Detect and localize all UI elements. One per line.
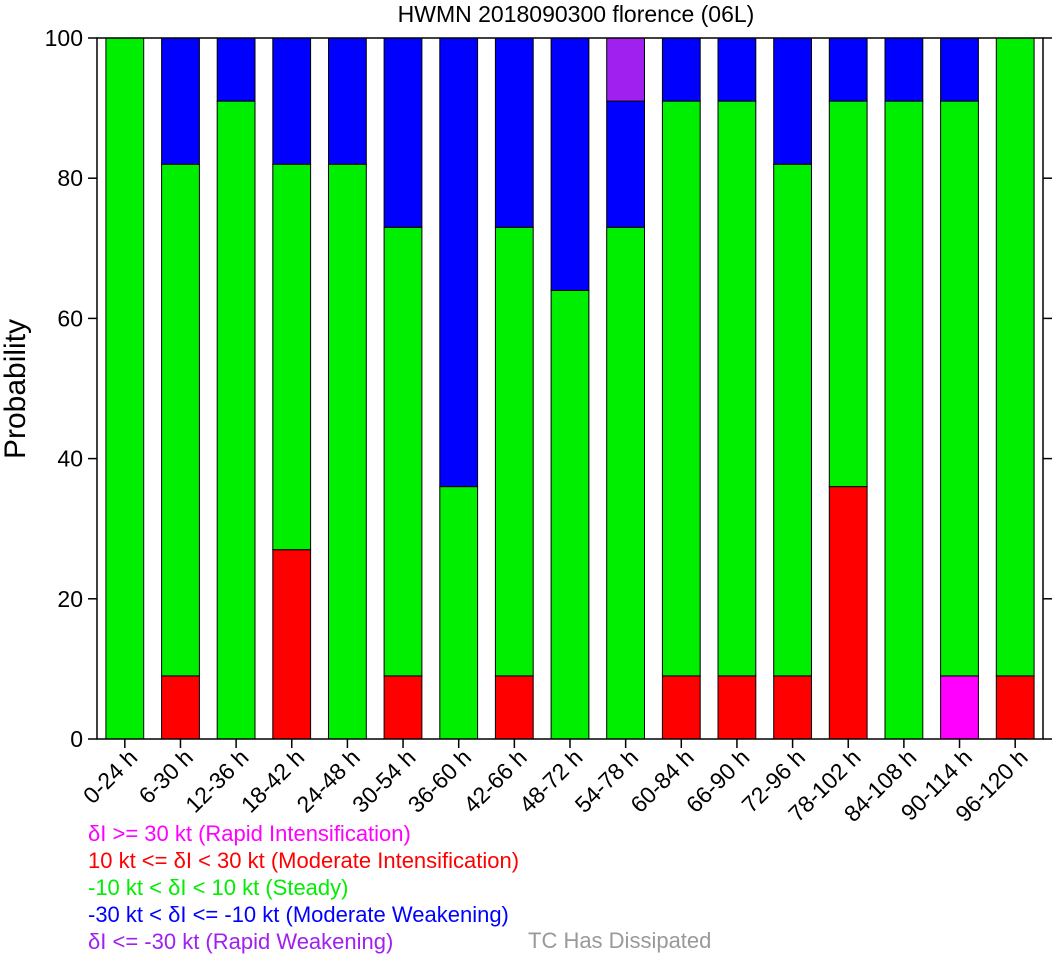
y-tick-label: 20: [57, 586, 83, 612]
bar-steady-2: [216, 100, 256, 740]
bar-mw-14: [884, 37, 924, 102]
bar-mw-11: [717, 37, 757, 102]
bar-steady-1: [161, 163, 200, 677]
y-axis-label: Probability: [0, 319, 32, 459]
x-tick-label: 0-24 h: [78, 744, 143, 809]
bar-mi-5: [383, 675, 423, 740]
legend-item-dissipated: TC Has Dissipated: [528, 928, 712, 953]
bar-mi-11: [717, 675, 757, 740]
bars-group: [105, 37, 1035, 740]
bar-steady-4: [328, 163, 367, 740]
bar-mw-9: [606, 100, 646, 228]
bar-mw-13: [828, 37, 868, 102]
legend-item-moderate-intensification: 10 kt <= δI < 30 kt (Moderate Intensific…: [88, 848, 520, 873]
bar-steady-16: [995, 37, 1035, 677]
legend-item-rapid-intensification: δI >= 30 kt (Rapid Intensification): [88, 821, 411, 846]
bar-mw-2: [216, 37, 256, 102]
bar-mi-13: [828, 486, 868, 740]
bar-mw-10: [661, 37, 701, 102]
bar-steady-15: [940, 100, 979, 677]
bar-steady-9: [606, 226, 646, 740]
bar-mi-3: [272, 549, 312, 740]
bar-steady-12: [773, 163, 813, 677]
bar-steady-6: [439, 486, 479, 740]
legend-item-steady: -10 kt < δI < 10 kt (Steady): [88, 875, 349, 900]
y-axis: 0 20 40 60 80 100: [45, 25, 1052, 752]
bar-mi-12: [773, 675, 813, 740]
bar-steady-8: [550, 289, 590, 740]
bar-mw-3: [272, 37, 312, 165]
bar-mw-1: [161, 37, 200, 165]
y-tick-label: 60: [57, 305, 83, 331]
bar-mw-8: [550, 37, 590, 291]
bar-steady-0: [105, 37, 145, 740]
bar-steady-14: [884, 100, 924, 740]
y-tick-label: 100: [45, 25, 83, 51]
bar-mi-16: [995, 675, 1035, 740]
x-axis: 0-24 h6-30 h12-36 h18-42 h24-48 h30-54 h…: [78, 739, 1033, 827]
bar-mw-4: [328, 37, 367, 165]
bar-mw-15: [940, 37, 979, 102]
bar-rw-9: [606, 37, 646, 102]
y-tick-label: 0: [70, 726, 83, 752]
bar-steady-5: [383, 226, 423, 677]
y-tick-label: 40: [57, 446, 83, 472]
legend-item-rapid-weakening: δI <= -30 kt (Rapid Weakening): [88, 929, 394, 954]
legend-item-moderate-weakening: -30 kt < δI <= -10 kt (Moderate Weakenin…: [88, 902, 509, 927]
bar-mw-6: [439, 37, 479, 488]
bar-steady-7: [494, 226, 534, 677]
bar-mw-7: [494, 37, 534, 228]
bar-mw-5: [383, 37, 423, 228]
bar-mi-10: [661, 675, 701, 740]
bar-mw-12: [773, 37, 813, 165]
bar-steady-11: [717, 100, 757, 677]
bar-steady-10: [661, 100, 701, 677]
y-tick-label: 80: [57, 165, 83, 191]
bar-mi-7: [494, 675, 534, 740]
bar-steady-3: [272, 163, 312, 551]
chart-title: HWMN 2018090300 florence (06L): [398, 1, 755, 27]
legend: δI >= 30 kt (Rapid Intensification) 10 k…: [88, 820, 519, 955]
bar-mi-1: [161, 675, 200, 740]
bar-steady-13: [828, 100, 868, 488]
bar-ri-15: [940, 675, 979, 740]
